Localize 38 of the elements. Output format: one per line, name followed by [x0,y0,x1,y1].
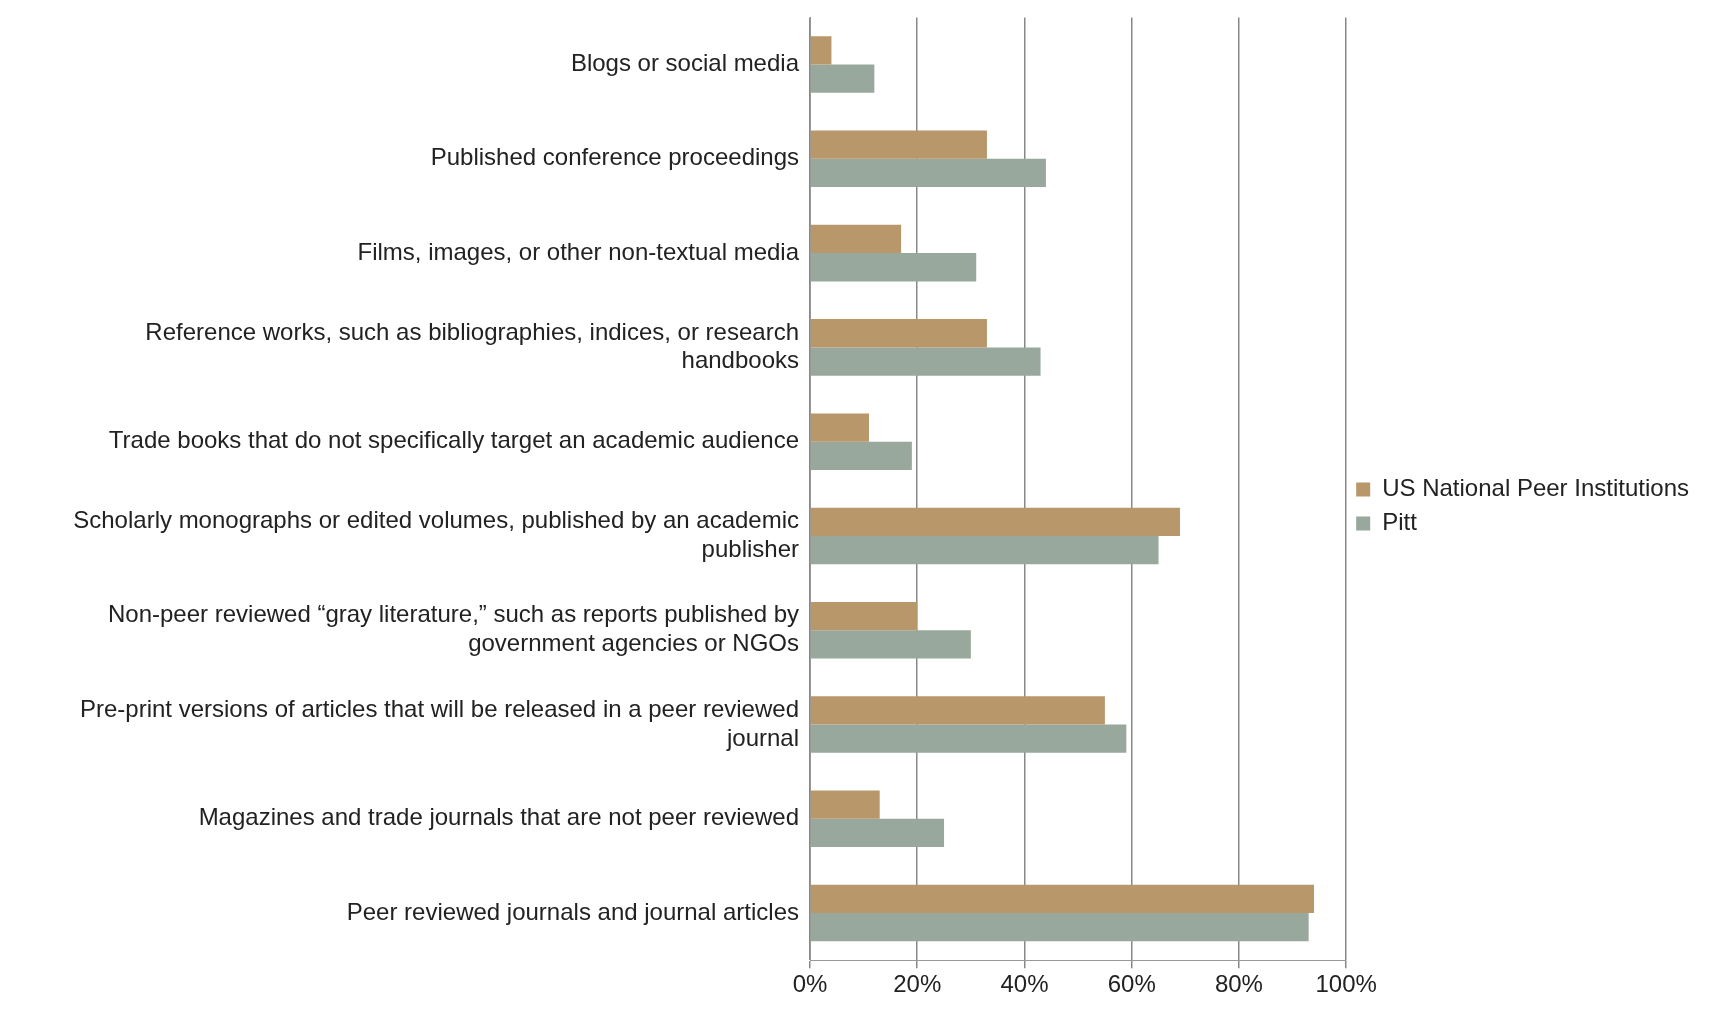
bar [810,64,875,93]
y-tick-label: Published conference proceedings [430,143,799,171]
bar [810,601,918,631]
y-tick-label: Reference works, such as bibliographies, indices, or research handbooks [145,317,799,374]
bar [810,696,1105,725]
legend-label: Pitt [1382,508,1418,536]
bar [810,507,1180,536]
y-tick-label: Trade books that do not specifically target an academic audience [108,426,799,454]
bar [810,36,832,65]
bar [810,158,1046,188]
x-tick-label: 40% [1000,970,1049,998]
bar [810,130,987,159]
y-tick-label: Scholarly monographs or edited volumes, published by an academic publisher [73,506,799,562]
bar [810,413,869,442]
x-tick-label: 0% [792,970,828,998]
bar [810,224,902,254]
bar [810,913,1309,942]
y-tick-label: Pre-print versions of articles that will be released in a peer reviewed journal [79,694,799,751]
bar [810,884,1315,914]
x-tick-label: 80% [1214,970,1263,998]
x-tick-label: 20% [893,970,942,998]
bar [810,319,987,348]
bar [810,441,912,470]
bar [810,253,977,282]
bar [810,724,1127,753]
bar [810,790,880,819]
y-tick-label: Peer reviewed journals and journal articles [346,897,799,925]
x-tick-label: 100% [1315,970,1377,998]
bar [810,818,945,848]
x-tick-label: 60% [1107,970,1156,998]
legend-label: US National Peer Institutions [1382,474,1690,502]
y-tick-label: Films, images, or other non-textual media [357,237,800,265]
y-tick-label: Blogs or social media [570,49,800,77]
y-tick-label: Magazines and trade journals that are not peer reviewed [198,803,799,831]
bar [810,535,1159,565]
y-tick-label: Non-peer reviewed “gray literature,” such as reports published by government agencies or NGOs [108,600,799,657]
bar [810,347,1041,376]
bar [810,630,971,659]
